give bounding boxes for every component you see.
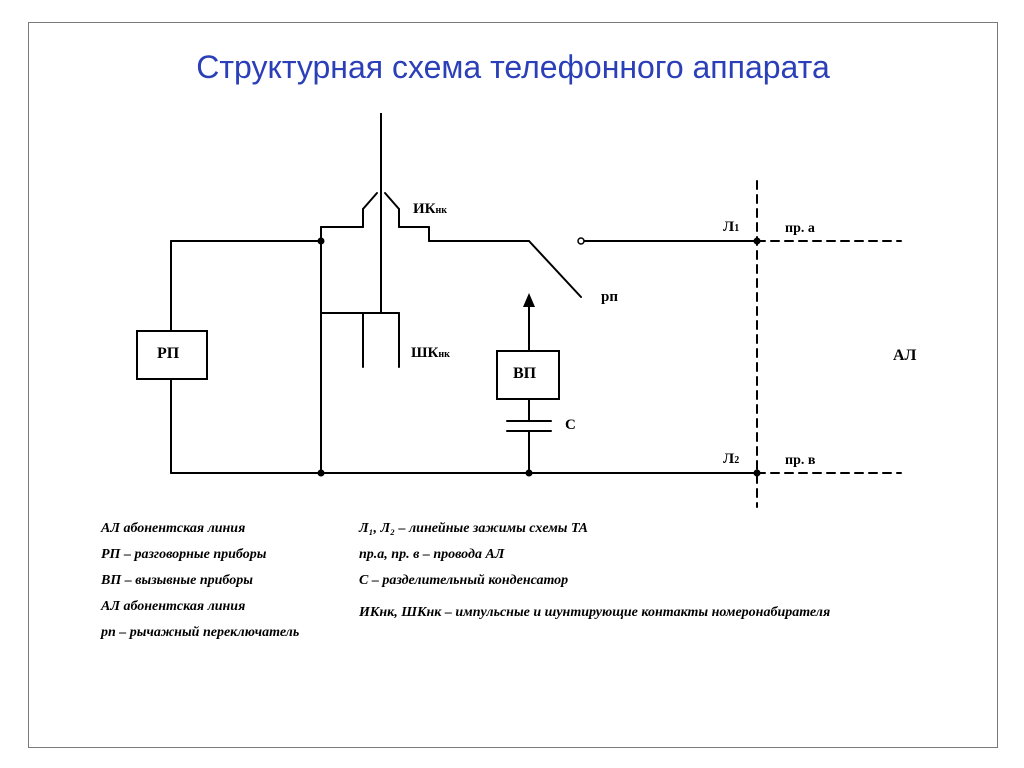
legend-line: пр.а, пр. в – провода АЛ bbox=[359, 547, 504, 563]
page-title: Структурная схема телефонного аппарата bbox=[29, 49, 997, 86]
legend-line: ИКнк, ШКнк – импульсные и шунтирующие ко… bbox=[359, 605, 830, 621]
legend-line: ВП – вызывные приборы bbox=[101, 573, 253, 589]
legend-line: Л₁, Л₂ – линейные зажимы схемы ТА bbox=[359, 521, 588, 537]
legend-line: С – разделительный конденсатор bbox=[359, 573, 568, 589]
legend-line: рп – рычажный переключатель bbox=[101, 625, 299, 641]
legend-line: РП – разговорные приборы bbox=[101, 547, 266, 563]
slide-frame: Структурная схема телефонного аппарата Р… bbox=[28, 22, 998, 748]
legend-line: АЛ абонентская линия bbox=[101, 599, 245, 615]
legend-line: АЛ абонентская линия bbox=[101, 521, 245, 537]
